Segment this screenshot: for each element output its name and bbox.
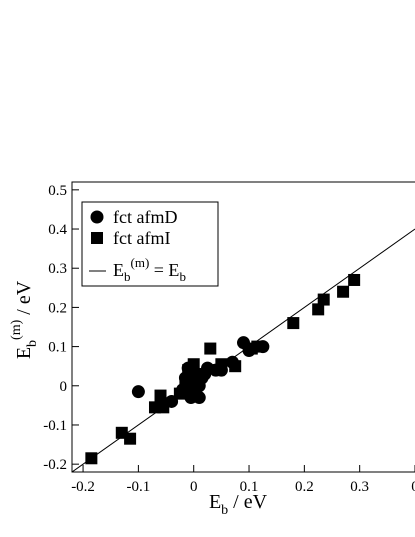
y-tick-label: 0.1: [48, 340, 67, 356]
data-point-square: [187, 358, 200, 371]
y-tick-label: -0.2: [43, 457, 67, 473]
x-axis-label-main: E: [209, 491, 221, 513]
data-point-square: [312, 303, 325, 316]
data-point-square: [190, 368, 203, 381]
data-point-square: [229, 360, 242, 373]
data-points: [85, 273, 361, 465]
legend-label-reference: Eb(m) = Eb: [113, 255, 186, 284]
x-axis-label-unit: / eV: [228, 491, 267, 513]
legend-marker-circle: [90, 210, 104, 224]
data-point-square: [317, 293, 330, 306]
y-axis-label-main: E: [13, 347, 35, 359]
data-point-square: [157, 401, 170, 414]
legend-marker-square: [91, 232, 103, 244]
y-axis-label-sub: b: [25, 340, 40, 347]
y-tick-label: 0.4: [48, 222, 67, 238]
data-point-square: [154, 389, 167, 402]
x-axis-label: Eb / eV: [209, 491, 268, 518]
data-point-square: [215, 358, 228, 371]
data-point-square: [337, 285, 350, 298]
y-axis-label-unit: / eV: [13, 280, 35, 319]
legend-ref-sub: b: [124, 269, 131, 284]
data-point-square: [251, 340, 264, 353]
legend-box: [81, 201, 219, 287]
data-point-square: [204, 342, 217, 355]
y-axis-label-sup: (m): [9, 319, 24, 340]
x-tick-label: -0.1: [127, 479, 151, 495]
x-tick-label: 0.1: [240, 479, 259, 495]
data-point-square: [348, 273, 361, 286]
data-point-square: [85, 452, 98, 465]
x-axis-label-sub: b: [221, 503, 228, 518]
y-tick-label: 0: [60, 379, 68, 395]
x-tick-label: 0: [411, 479, 415, 495]
x-tick-label: 0: [190, 479, 198, 495]
y-tick-label: -0.1: [43, 418, 67, 434]
legend-ref-main: E: [113, 260, 124, 280]
y-tick-label: 0.3: [48, 261, 67, 277]
legend-ref-eq: = E: [149, 260, 179, 280]
data-point-square: [173, 387, 186, 400]
legend-ref-sub2: b: [179, 269, 186, 284]
x-axis-ticks: -0.2 -0.1 0 0.1 0.2 0.3 0: [71, 465, 415, 495]
data-point-circle: [131, 385, 145, 399]
x-tick-label: 0.2: [295, 479, 314, 495]
legend: fct afmD fct afmI Eb(m) = Eb: [81, 201, 219, 287]
y-tick-label: 0.5: [48, 183, 67, 199]
legend-ref-sup: (m): [131, 255, 150, 270]
plot-frame: [71, 181, 415, 473]
y-tick-label: 0.2: [48, 300, 67, 316]
data-point-square: [187, 385, 200, 398]
legend-label-series-2: fct afmI: [113, 228, 170, 248]
legend-label-series-1: fct afmD: [113, 207, 177, 227]
x-tick-label: -0.2: [71, 479, 95, 495]
x-tick-label: 0.3: [350, 479, 369, 495]
y-axis-label: Eb(m) / eV: [9, 280, 40, 359]
y-axis-ticks: -0.2 -0.1 0 0.1 0.2 0.3 0.4 0.5: [43, 183, 79, 473]
data-point-square: [124, 432, 137, 445]
data-point-square: [287, 317, 300, 330]
